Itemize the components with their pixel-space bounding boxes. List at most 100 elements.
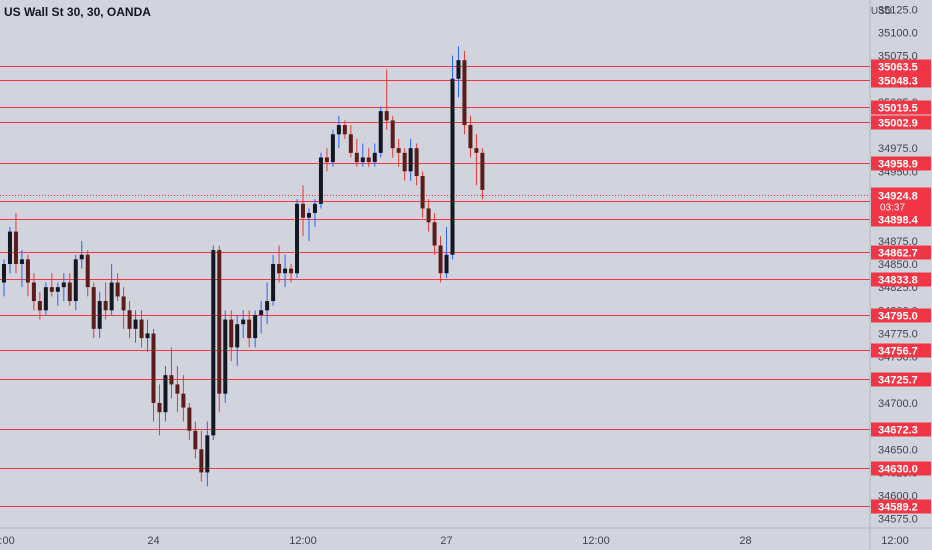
candle-body — [372, 152, 377, 163]
candle-body — [229, 319, 234, 348]
candle-body — [378, 111, 383, 153]
candle-body — [61, 282, 66, 288]
candle-body — [402, 152, 407, 172]
candle-body — [414, 148, 419, 176]
candle-body — [396, 148, 401, 153]
candle-body — [157, 402, 162, 413]
level-label-bg — [871, 212, 931, 227]
candle-body — [187, 407, 192, 431]
candle-body — [73, 259, 78, 302]
level-label: 34672.3 — [878, 425, 918, 437]
price-tick-label: 34575.0 — [878, 514, 918, 526]
level-label: 35002.9 — [878, 118, 918, 130]
candle-body — [432, 222, 437, 246]
price-labels: 35063.535048.335019.535002.934958.934917… — [871, 59, 931, 514]
candle-body — [211, 250, 216, 436]
time-tick-label: 12:00 — [289, 535, 317, 547]
candle-body — [109, 282, 114, 311]
time-tick-label: 12:00 — [582, 535, 610, 547]
candle-body — [43, 287, 48, 311]
level-label: 34862.7 — [878, 248, 918, 260]
candle-body — [265, 301, 270, 311]
candle-body — [145, 333, 150, 339]
candle-body — [7, 231, 12, 264]
candle-body — [121, 296, 126, 311]
candle-body — [55, 287, 60, 292]
candle-body — [175, 384, 180, 394]
level-label: 34756.7 — [878, 346, 918, 358]
candle-body — [426, 208, 431, 223]
candle-body — [474, 148, 479, 153]
level-label: 35048.3 — [878, 76, 918, 88]
level-label: 34795.0 — [878, 311, 918, 323]
price-tick-label: 35125.0 — [878, 4, 918, 16]
candle-body — [67, 282, 72, 302]
candle-body — [342, 125, 347, 135]
time-tick-label: 2:00 — [0, 535, 15, 547]
horizontal-levels — [0, 66, 870, 507]
candle-body — [223, 319, 228, 394]
candle-body — [438, 245, 443, 274]
level-label-bg — [871, 156, 931, 171]
candle-body — [31, 282, 36, 302]
candle-body — [289, 268, 294, 274]
level-label-bg — [871, 59, 931, 74]
level-label: 34958.9 — [878, 159, 918, 171]
level-label: 34833.8 — [878, 275, 918, 287]
candle-body — [480, 152, 485, 190]
candle-body — [25, 259, 30, 283]
time-axis[interactable]: 2:00 24 12:00 27 12:00 28 12:00 — [0, 535, 909, 547]
candle-body — [277, 264, 282, 274]
candle-body — [306, 213, 311, 218]
candle-body — [312, 203, 317, 214]
time-tick-label: 28 — [739, 535, 751, 547]
candle-body — [283, 268, 288, 274]
countdown-label: 03:37 — [880, 203, 905, 214]
candle-body — [295, 203, 300, 274]
level-label-bg — [871, 422, 931, 437]
candle-body — [97, 301, 102, 329]
candle-body — [127, 310, 132, 329]
candle-body — [151, 333, 156, 403]
candle-body — [450, 78, 455, 255]
current-price-label: 34924.8 — [878, 191, 918, 203]
candle-body — [217, 250, 222, 394]
candle-body — [13, 231, 18, 264]
candle-body — [420, 176, 425, 209]
candle-body — [193, 430, 198, 450]
candle-body — [301, 203, 305, 218]
level-label-bg — [871, 372, 931, 387]
candle-body — [318, 157, 323, 204]
candle-body — [456, 60, 461, 79]
level-label: 34725.7 — [878, 375, 918, 387]
candle-body — [169, 375, 174, 385]
candle-body — [390, 120, 395, 149]
candle-body — [468, 125, 473, 149]
price-tick-label: 34775.0 — [878, 328, 918, 340]
candle-body — [91, 287, 96, 329]
candle-body — [139, 319, 144, 339]
candle-body — [49, 287, 54, 292]
candle-body — [330, 134, 335, 163]
candle-body — [253, 314, 258, 339]
candle-body — [259, 310, 264, 315]
candle-body — [360, 157, 365, 163]
candle-body — [408, 148, 413, 172]
level-label-bg — [871, 245, 931, 260]
candle-body — [103, 301, 108, 311]
candle-body — [37, 301, 42, 311]
level-label-bg — [871, 308, 931, 323]
candle-body — [271, 264, 276, 302]
level-label: 34898.4 — [878, 215, 919, 227]
candle-body — [79, 254, 84, 260]
candle-body — [85, 254, 90, 288]
price-tick-label: 34850.0 — [878, 259, 918, 271]
time-tick-label: 24 — [147, 535, 159, 547]
plot-background — [0, 0, 870, 528]
level-label-bg — [871, 115, 931, 130]
chart-title: US Wall St 30, 30, OANDA — [4, 5, 151, 19]
level-label-bg — [871, 272, 931, 287]
candle-body — [19, 259, 24, 264]
candle-body — [384, 111, 389, 121]
